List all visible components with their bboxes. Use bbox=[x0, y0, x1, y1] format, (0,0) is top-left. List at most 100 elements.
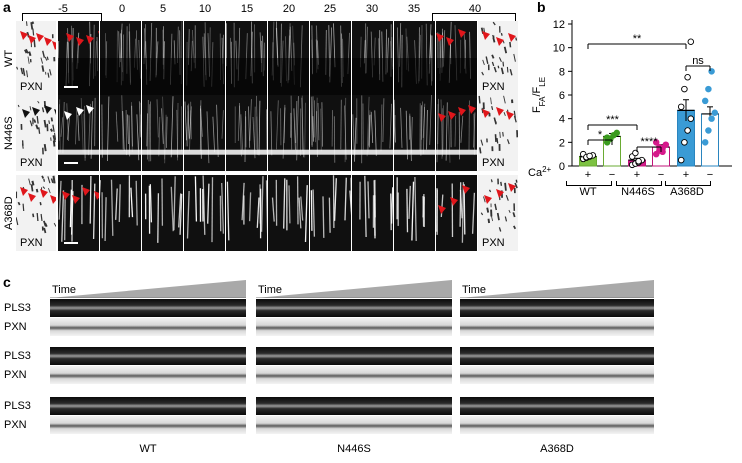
kymograph-strip bbox=[50, 416, 246, 434]
timelapse-frame bbox=[268, 21, 309, 95]
kymograph-row-label: PLS3 bbox=[4, 302, 31, 314]
kymograph-strip bbox=[256, 416, 452, 434]
timepoint-label: 20 bbox=[282, 3, 296, 15]
data-point bbox=[677, 103, 685, 111]
pxn-tile-right: PXN bbox=[478, 21, 518, 95]
data-point bbox=[684, 127, 691, 134]
kymograph-row-label: PLS3 bbox=[4, 350, 31, 362]
kymograph-strip bbox=[460, 347, 654, 365]
timepoint-label: 10 bbox=[198, 3, 212, 15]
group-label: N446S bbox=[621, 186, 655, 198]
group-bracket bbox=[665, 181, 711, 186]
ca-sign-label: + bbox=[683, 169, 689, 180]
data-point bbox=[635, 158, 642, 165]
kymograph-column-label: WT bbox=[139, 443, 157, 455]
kymograph-column-label: N446S bbox=[337, 443, 371, 455]
timelapse-frame bbox=[394, 95, 435, 171]
timelapse-frame bbox=[58, 21, 99, 95]
time-wedge bbox=[460, 280, 654, 299]
data-point bbox=[687, 38, 695, 46]
timelapse-frame bbox=[436, 21, 477, 95]
pxn-label: PXN bbox=[20, 81, 43, 93]
group-bracket bbox=[566, 181, 612, 186]
timelapse-frame bbox=[184, 95, 225, 171]
kymograph-strip bbox=[50, 366, 246, 384]
kymograph-strip bbox=[460, 416, 654, 434]
data-point bbox=[652, 139, 660, 146]
data-point bbox=[687, 115, 695, 122]
timelapse-frame bbox=[268, 175, 309, 251]
data-point bbox=[662, 141, 670, 148]
kymograph-row-label: PXN bbox=[4, 369, 27, 381]
y-tick-label: 6 bbox=[559, 90, 565, 102]
timelapse-frame bbox=[100, 175, 141, 251]
kymograph-column-label: A368D bbox=[540, 443, 574, 455]
pxn-label: PXN bbox=[482, 237, 505, 249]
timelapse-frame bbox=[352, 95, 393, 171]
significance-label: ns bbox=[692, 55, 704, 67]
kymograph-strip bbox=[460, 397, 654, 415]
timelapse-frame bbox=[184, 21, 225, 95]
timelapse-frame bbox=[310, 175, 351, 251]
timelapse-frame bbox=[310, 95, 351, 171]
data-point bbox=[705, 127, 712, 134]
timelapse-frame bbox=[436, 95, 477, 171]
kymograph-row-label: PXN bbox=[4, 321, 27, 333]
timepoint-label: 25 bbox=[323, 3, 337, 15]
pxn-label: PXN bbox=[20, 157, 43, 169]
ca-label: Ca2+ bbox=[528, 165, 552, 180]
group-label: A368D bbox=[670, 186, 704, 198]
data-point bbox=[681, 85, 688, 93]
timelapse-frame bbox=[142, 175, 183, 251]
data-point bbox=[684, 73, 691, 81]
significance-label: **** bbox=[640, 136, 658, 148]
panel-a-letter: a bbox=[3, 0, 11, 15]
kymograph-row-label: PLS3 bbox=[4, 400, 31, 412]
timepoint-label: -5 bbox=[58, 3, 68, 15]
timepoint-label: 0 bbox=[118, 3, 126, 15]
timelapse-frame bbox=[436, 175, 477, 251]
timelapse-frame bbox=[352, 175, 393, 251]
ca-sign-label: − bbox=[609, 169, 615, 180]
timelapse-frame bbox=[268, 95, 309, 171]
ca-sign-label: + bbox=[585, 169, 591, 180]
kymograph-strip bbox=[256, 318, 452, 336]
time-wedge bbox=[50, 280, 246, 299]
timepoint-label: 5 bbox=[159, 3, 167, 15]
timelapse-frame bbox=[394, 175, 435, 251]
significance-label: * bbox=[598, 129, 603, 141]
pxn-tile-right: PXN bbox=[478, 95, 518, 171]
pxn-label: PXN bbox=[20, 237, 43, 249]
time-label: Time bbox=[52, 284, 77, 296]
timelapse-frame bbox=[142, 21, 183, 95]
group-bracket bbox=[616, 181, 662, 186]
pxn-tile-left: PXN bbox=[16, 21, 56, 95]
y-tick-label: 2 bbox=[559, 137, 565, 149]
timelapse-frame bbox=[100, 21, 141, 95]
kymograph-strip bbox=[460, 318, 654, 336]
timelapse-frame bbox=[226, 175, 267, 251]
timepoint-label: 40 bbox=[468, 3, 482, 15]
panel-b-letter: b bbox=[537, 0, 546, 15]
data-point bbox=[701, 97, 709, 105]
timelapse-frame bbox=[58, 95, 99, 171]
data-point bbox=[681, 139, 688, 146]
pxn-tile-left: PXN bbox=[16, 175, 56, 251]
timelapse-frame bbox=[142, 95, 183, 171]
kymograph-strip bbox=[460, 299, 654, 317]
timepoint-label: 35 bbox=[407, 3, 421, 15]
timelapse-frame bbox=[226, 21, 267, 95]
y-tick-label: 8 bbox=[559, 66, 565, 78]
row-label: WT bbox=[3, 49, 15, 67]
kymograph-strip bbox=[50, 347, 246, 365]
timelapse-frame bbox=[310, 21, 351, 95]
kymograph-strip bbox=[256, 299, 452, 317]
kymograph-strip bbox=[460, 366, 654, 384]
time-label: Time bbox=[258, 284, 283, 296]
y-axis-label: FFA/FLE bbox=[531, 77, 547, 113]
timelapse-frame bbox=[394, 21, 435, 95]
pxn-tile-left: PXN bbox=[16, 95, 56, 171]
row-label: N446S bbox=[3, 116, 15, 150]
kymograph-strip bbox=[256, 397, 452, 415]
